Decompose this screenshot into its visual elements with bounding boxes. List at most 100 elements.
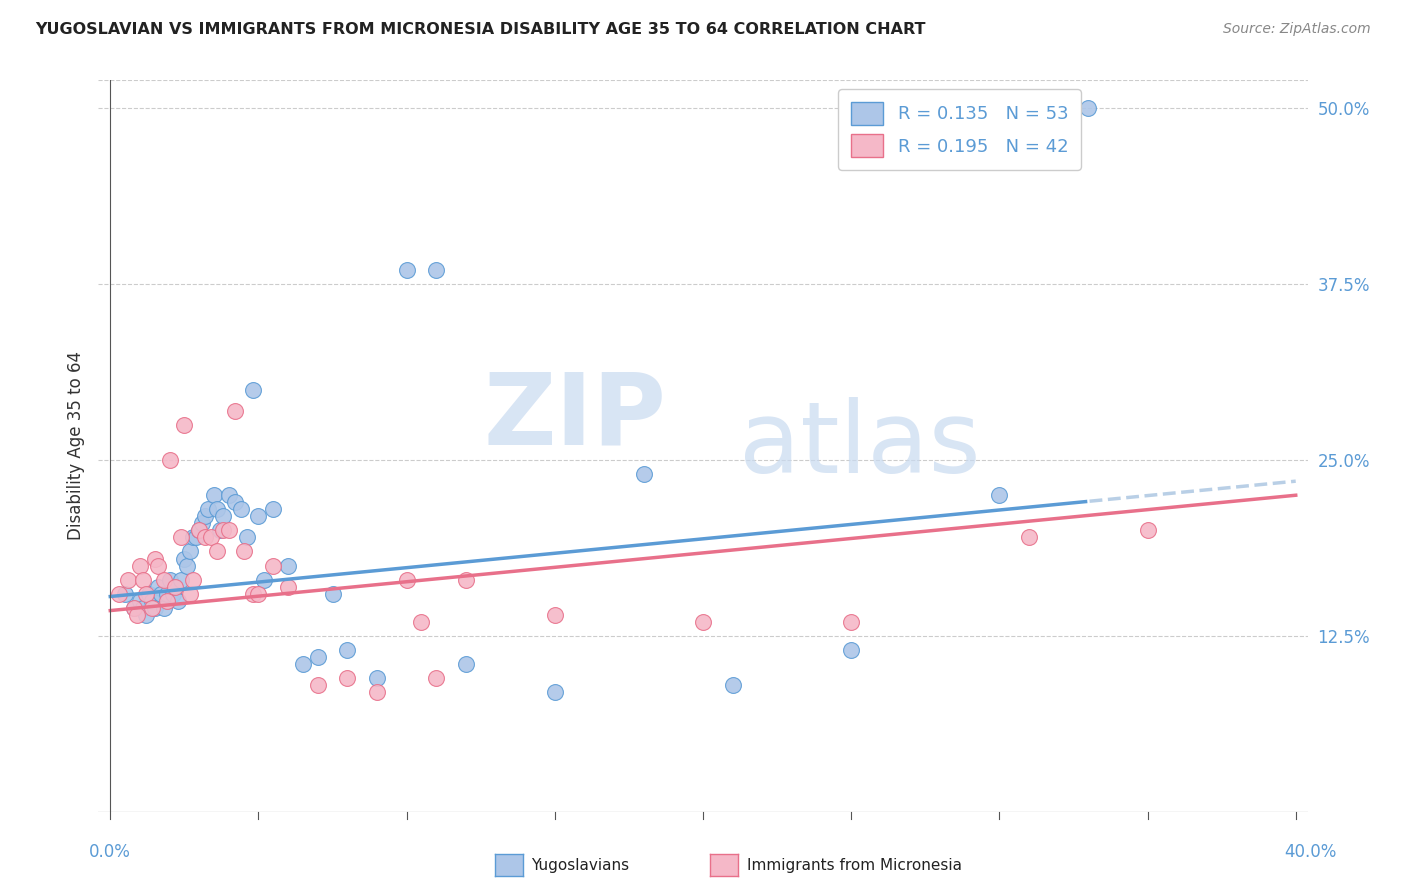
Point xyxy=(212,509,235,524)
Text: 40.0%: 40.0% xyxy=(1284,843,1337,861)
Point xyxy=(336,643,359,657)
Point xyxy=(129,593,152,607)
Point xyxy=(229,502,252,516)
Point xyxy=(108,587,131,601)
Text: 0.0%: 0.0% xyxy=(89,843,131,861)
Point xyxy=(197,502,219,516)
Point xyxy=(425,671,447,685)
Point xyxy=(152,573,174,587)
Point xyxy=(159,453,181,467)
Point xyxy=(839,615,862,629)
Point xyxy=(179,544,201,558)
Point xyxy=(307,650,329,665)
Point xyxy=(1077,102,1099,116)
Point xyxy=(132,600,155,615)
Point xyxy=(170,530,193,544)
Point xyxy=(336,671,359,685)
Point xyxy=(218,524,240,538)
Text: Source: ZipAtlas.com: Source: ZipAtlas.com xyxy=(1223,22,1371,37)
Point xyxy=(454,657,477,671)
Point xyxy=(135,607,157,622)
Point xyxy=(366,671,388,685)
Point xyxy=(162,587,184,601)
Point xyxy=(191,516,214,531)
Point xyxy=(247,509,270,524)
Point xyxy=(181,530,204,544)
Point xyxy=(411,615,433,629)
Point xyxy=(129,558,152,573)
Point xyxy=(173,417,195,432)
Point xyxy=(235,530,257,544)
Point xyxy=(291,657,314,671)
Point xyxy=(167,593,190,607)
Point xyxy=(839,643,862,657)
Point xyxy=(307,678,329,692)
Point xyxy=(200,530,222,544)
Text: YUGOSLAVIAN VS IMMIGRANTS FROM MICRONESIA DISABILITY AGE 35 TO 64 CORRELATION CH: YUGOSLAVIAN VS IMMIGRANTS FROM MICRONESI… xyxy=(35,22,925,37)
Point xyxy=(141,593,163,607)
Point xyxy=(173,551,195,566)
Text: Immigrants from Micronesia: Immigrants from Micronesia xyxy=(747,858,962,872)
Point xyxy=(212,524,235,538)
Point xyxy=(117,573,139,587)
Point xyxy=(135,587,157,601)
Point xyxy=(138,587,160,601)
Point xyxy=(544,685,567,699)
Text: Yugoslavians: Yugoslavians xyxy=(531,858,630,872)
Point xyxy=(179,587,201,601)
Point xyxy=(122,600,145,615)
Point xyxy=(170,573,193,587)
Point xyxy=(1018,530,1040,544)
Point xyxy=(692,615,714,629)
Point xyxy=(143,551,166,566)
Legend: R = 0.135   N = 53, R = 0.195   N = 42: R = 0.135 N = 53, R = 0.195 N = 42 xyxy=(838,89,1081,170)
Point xyxy=(155,593,177,607)
Point xyxy=(146,558,169,573)
Point xyxy=(544,607,567,622)
Point xyxy=(425,263,447,277)
Point xyxy=(218,488,240,502)
Text: atlas: atlas xyxy=(740,398,981,494)
Point xyxy=(194,530,217,544)
Y-axis label: Disability Age 35 to 64: Disability Age 35 to 64 xyxy=(66,351,84,541)
Point xyxy=(454,573,477,587)
Point xyxy=(988,488,1011,502)
Point xyxy=(205,544,228,558)
Point xyxy=(232,544,254,558)
Point xyxy=(721,678,744,692)
Point xyxy=(146,580,169,594)
Point xyxy=(262,502,284,516)
Point xyxy=(322,587,344,601)
Point xyxy=(1136,524,1159,538)
Point xyxy=(122,600,145,615)
Point xyxy=(159,573,181,587)
Point xyxy=(395,263,418,277)
Point xyxy=(224,404,246,418)
Point xyxy=(186,530,208,544)
Point xyxy=(181,573,204,587)
Point xyxy=(176,558,198,573)
Point xyxy=(143,600,166,615)
Point xyxy=(205,502,228,516)
Point xyxy=(262,558,284,573)
Point xyxy=(202,488,225,502)
Point xyxy=(277,558,299,573)
Point xyxy=(165,580,187,594)
Point xyxy=(114,587,136,601)
Point xyxy=(247,587,270,601)
Point xyxy=(132,573,155,587)
Point xyxy=(141,600,163,615)
Point xyxy=(152,600,174,615)
Point xyxy=(253,573,276,587)
Point xyxy=(188,524,211,538)
Point xyxy=(277,580,299,594)
Text: ZIP: ZIP xyxy=(484,368,666,466)
Point xyxy=(188,524,211,538)
Point xyxy=(208,524,231,538)
Point xyxy=(155,587,177,601)
Point xyxy=(395,573,418,587)
Point xyxy=(125,607,148,622)
Point xyxy=(149,587,172,601)
Point xyxy=(633,467,655,482)
Point xyxy=(224,495,246,509)
